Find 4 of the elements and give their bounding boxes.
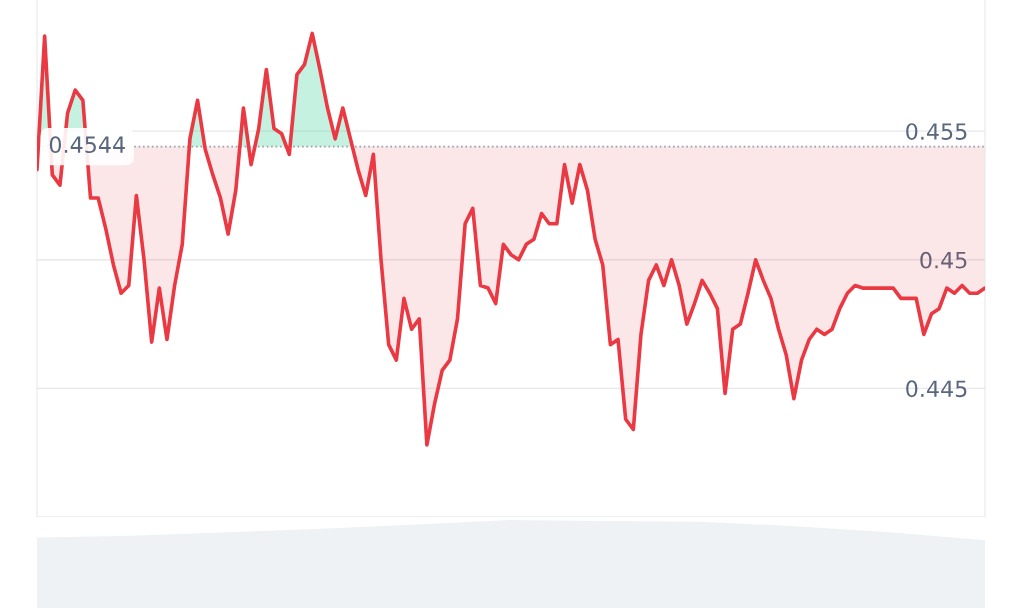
y-tick-label: 0.455: [906, 123, 967, 140]
y-tick-label: 0.45: [920, 251, 967, 269]
ref-line-label: 0.4544: [49, 136, 125, 154]
y-tick-label: 0.445: [906, 380, 967, 398]
